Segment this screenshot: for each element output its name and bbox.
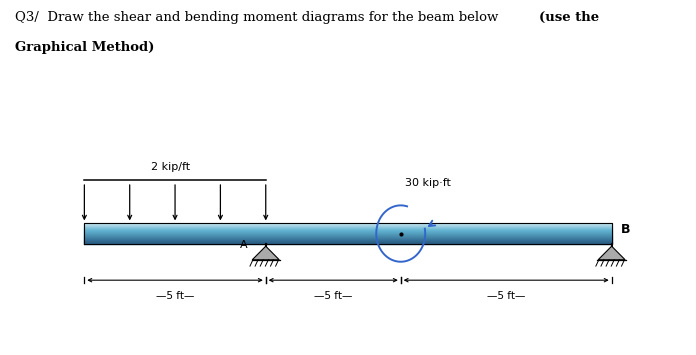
Polygon shape [598, 246, 625, 260]
Text: 2 kip/ft: 2 kip/ft [151, 162, 191, 172]
Text: 30 kip·ft: 30 kip·ft [405, 178, 451, 189]
Text: —5 ft—: —5 ft— [487, 291, 525, 301]
Text: —5 ft—: —5 ft— [314, 291, 352, 301]
Text: A: A [240, 240, 248, 250]
Text: —5 ft—: —5 ft— [156, 291, 194, 301]
Text: Graphical Method): Graphical Method) [15, 41, 155, 54]
Text: (use the: (use the [539, 11, 599, 24]
Text: B: B [621, 223, 631, 236]
Polygon shape [252, 246, 279, 260]
Text: Q3/  Draw the shear and bending moment diagrams for the beam below: Q3/ Draw the shear and bending moment di… [15, 11, 507, 24]
